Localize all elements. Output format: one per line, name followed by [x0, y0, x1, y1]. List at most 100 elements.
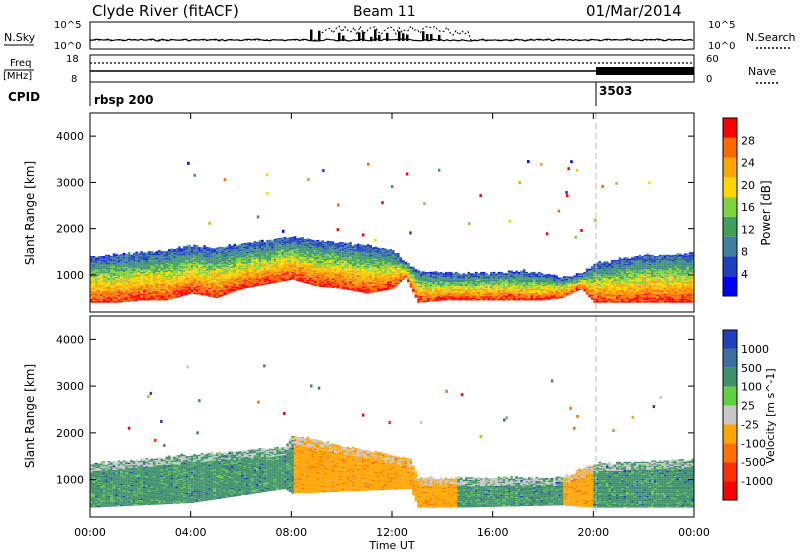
power-cell — [100, 298, 103, 301]
power-cell — [288, 252, 292, 255]
power-cell — [457, 297, 460, 300]
power-cell — [100, 296, 103, 298]
power-cell — [442, 296, 445, 298]
power-cell — [462, 296, 466, 298]
power-cell — [351, 273, 355, 276]
power-cell — [165, 255, 169, 257]
power-cell — [158, 253, 161, 256]
power-cell — [122, 296, 126, 299]
power-cell — [324, 285, 327, 288]
power-cell — [283, 244, 287, 246]
power-cell — [361, 287, 365, 289]
power-cell — [142, 265, 146, 267]
power-cell — [447, 273, 450, 275]
power-cell — [281, 260, 284, 262]
power-cell — [366, 270, 370, 272]
power-cell — [210, 260, 214, 263]
power-cell — [120, 285, 123, 287]
power-cell — [424, 272, 428, 274]
power-cell — [193, 266, 196, 268]
power-cell — [193, 264, 196, 266]
power-cell — [213, 269, 216, 271]
power-cell — [437, 286, 440, 288]
power-cell — [331, 260, 335, 262]
power-cell — [417, 293, 420, 295]
power-cell — [155, 278, 158, 280]
power-cell — [444, 290, 448, 292]
power-cell — [173, 267, 176, 269]
power-cell — [288, 267, 292, 269]
power-cell — [427, 286, 430, 288]
power-cell — [268, 252, 272, 254]
power-cell — [344, 273, 347, 276]
power-cell — [130, 254, 133, 256]
power-cell — [308, 262, 312, 264]
power-cell — [173, 254, 176, 256]
power-cell — [316, 277, 320, 279]
power-cell — [306, 279, 309, 282]
power-cell — [178, 255, 181, 257]
power-cell — [263, 276, 267, 279]
power-cell — [193, 252, 196, 254]
power-cell — [178, 267, 181, 269]
power-cell — [331, 251, 335, 253]
power-cell — [122, 263, 126, 265]
power-cell — [308, 275, 312, 277]
power-cell — [334, 249, 337, 251]
power-cell — [407, 279, 410, 282]
power-cell — [110, 271, 113, 273]
power-cell — [389, 266, 393, 268]
power-cell — [190, 266, 194, 268]
power-cell — [404, 269, 408, 271]
power-cell — [117, 271, 121, 273]
freq-tick-top: 18 — [66, 54, 79, 65]
power-cell — [263, 280, 267, 283]
power-cell — [344, 286, 347, 288]
power-cell — [215, 261, 219, 264]
power-cell — [112, 296, 116, 298]
power-cell — [361, 249, 365, 252]
power-cell — [354, 249, 357, 251]
power-cell — [243, 254, 247, 256]
power-cell — [381, 266, 385, 268]
power-cell — [316, 241, 320, 243]
power-cell — [384, 276, 387, 278]
power-cell — [278, 271, 282, 273]
power-cell — [145, 286, 148, 288]
power-cell — [241, 283, 244, 285]
power-cell — [132, 255, 136, 258]
power-cell — [178, 247, 181, 249]
power-cell — [256, 270, 259, 272]
power-cell — [306, 266, 309, 269]
power-cell — [160, 283, 164, 285]
power-cell — [155, 281, 158, 283]
power-cell — [376, 272, 380, 274]
power-cell — [334, 246, 337, 248]
power-cell — [248, 259, 252, 261]
power-cell — [449, 286, 453, 288]
power-cell — [407, 274, 410, 276]
power-cell — [306, 255, 309, 257]
power-cell — [324, 263, 327, 266]
power-cell — [145, 275, 148, 278]
power-cell — [97, 282, 101, 284]
power-cell — [152, 292, 156, 294]
power-cell — [97, 295, 101, 297]
power-cell — [331, 277, 335, 279]
power-cell — [236, 245, 239, 247]
power-cell — [384, 252, 387, 254]
power-cell — [225, 275, 229, 277]
power-cell — [158, 284, 161, 287]
power-cell — [165, 294, 169, 296]
power-cell — [195, 263, 199, 265]
power-cell — [321, 243, 325, 245]
power-cell — [193, 290, 196, 292]
power-cell — [140, 271, 143, 274]
power-cell — [442, 284, 445, 287]
power-cell — [92, 265, 96, 267]
power-cell — [281, 262, 284, 264]
power-cell — [218, 264, 221, 267]
power-cell — [213, 284, 216, 286]
power-cell — [188, 244, 191, 247]
power-cell — [127, 289, 131, 292]
